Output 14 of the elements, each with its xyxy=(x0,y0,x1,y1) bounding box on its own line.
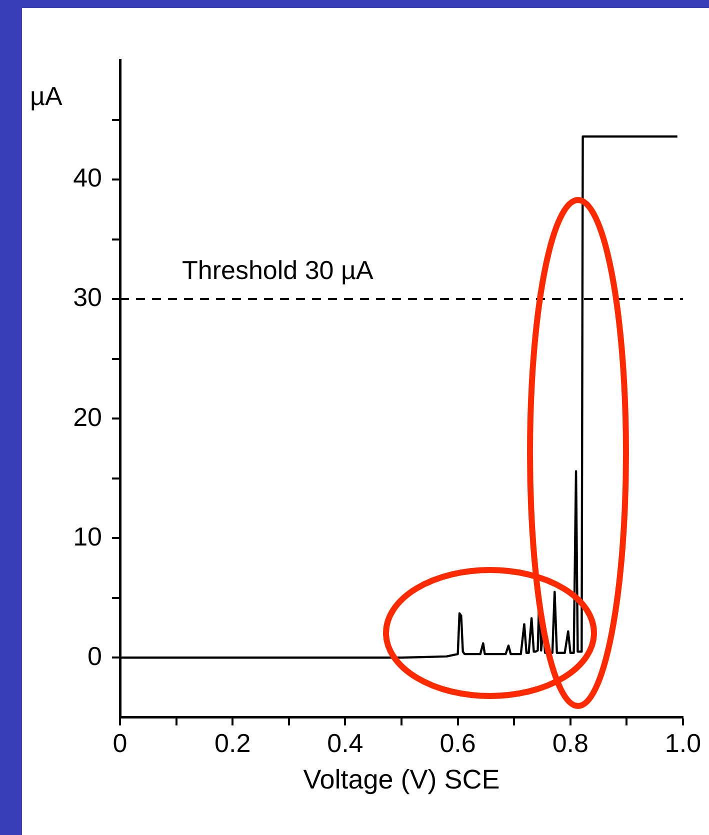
y-axis-title: µA xyxy=(30,81,63,112)
x-axis-title: Voltage (V) SCE xyxy=(303,764,500,794)
y-tick-label: 10 xyxy=(73,521,102,552)
ref-line-label: Threshold 30 µA xyxy=(182,255,374,286)
y-tick-label: 30 xyxy=(73,282,102,312)
x-tick-label: 1.0 xyxy=(664,728,702,758)
x-tick-label: 0.4 xyxy=(327,728,364,758)
y-tick-label: 20 xyxy=(73,402,102,432)
x-tick-label: 0 xyxy=(112,728,128,758)
x-tick-label: 0.2 xyxy=(214,728,251,758)
y-tick-label: 0 xyxy=(88,640,102,671)
x-tick-label: 0.8 xyxy=(552,728,588,758)
y-tick-label: 40 xyxy=(73,162,102,193)
x-tick-label: 0.6 xyxy=(440,728,476,758)
